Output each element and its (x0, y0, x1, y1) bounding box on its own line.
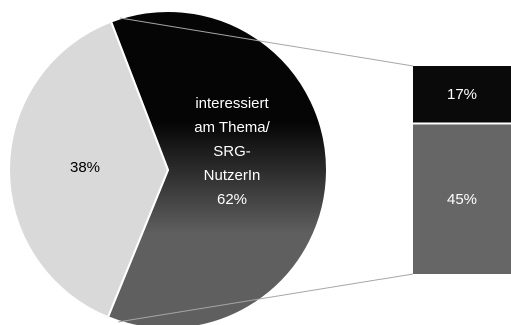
bar-segment-top-label: 17% (447, 86, 477, 103)
bar-segment-bottom-label: 45% (447, 191, 477, 208)
bar-segment-top (413, 66, 511, 123)
pie-slice-rest (8, 20, 170, 319)
pie: interessiert am Thema/SRG-NutzerIn 62% 38% (8, 10, 328, 325)
connector-lines (117, 17, 414, 323)
bar-segment-bottom (413, 124, 511, 274)
pie-slice-interested (106, 10, 328, 325)
connector-line-top (119, 17, 414, 67)
connector-line-bottom (117, 273, 414, 323)
stacked-bar: 17% 45% (413, 66, 511, 274)
pie-label-interested: interessiert am Thema/SRG-NutzerIn 62% (194, 95, 270, 208)
pie-label-rest: 38% (70, 159, 100, 176)
